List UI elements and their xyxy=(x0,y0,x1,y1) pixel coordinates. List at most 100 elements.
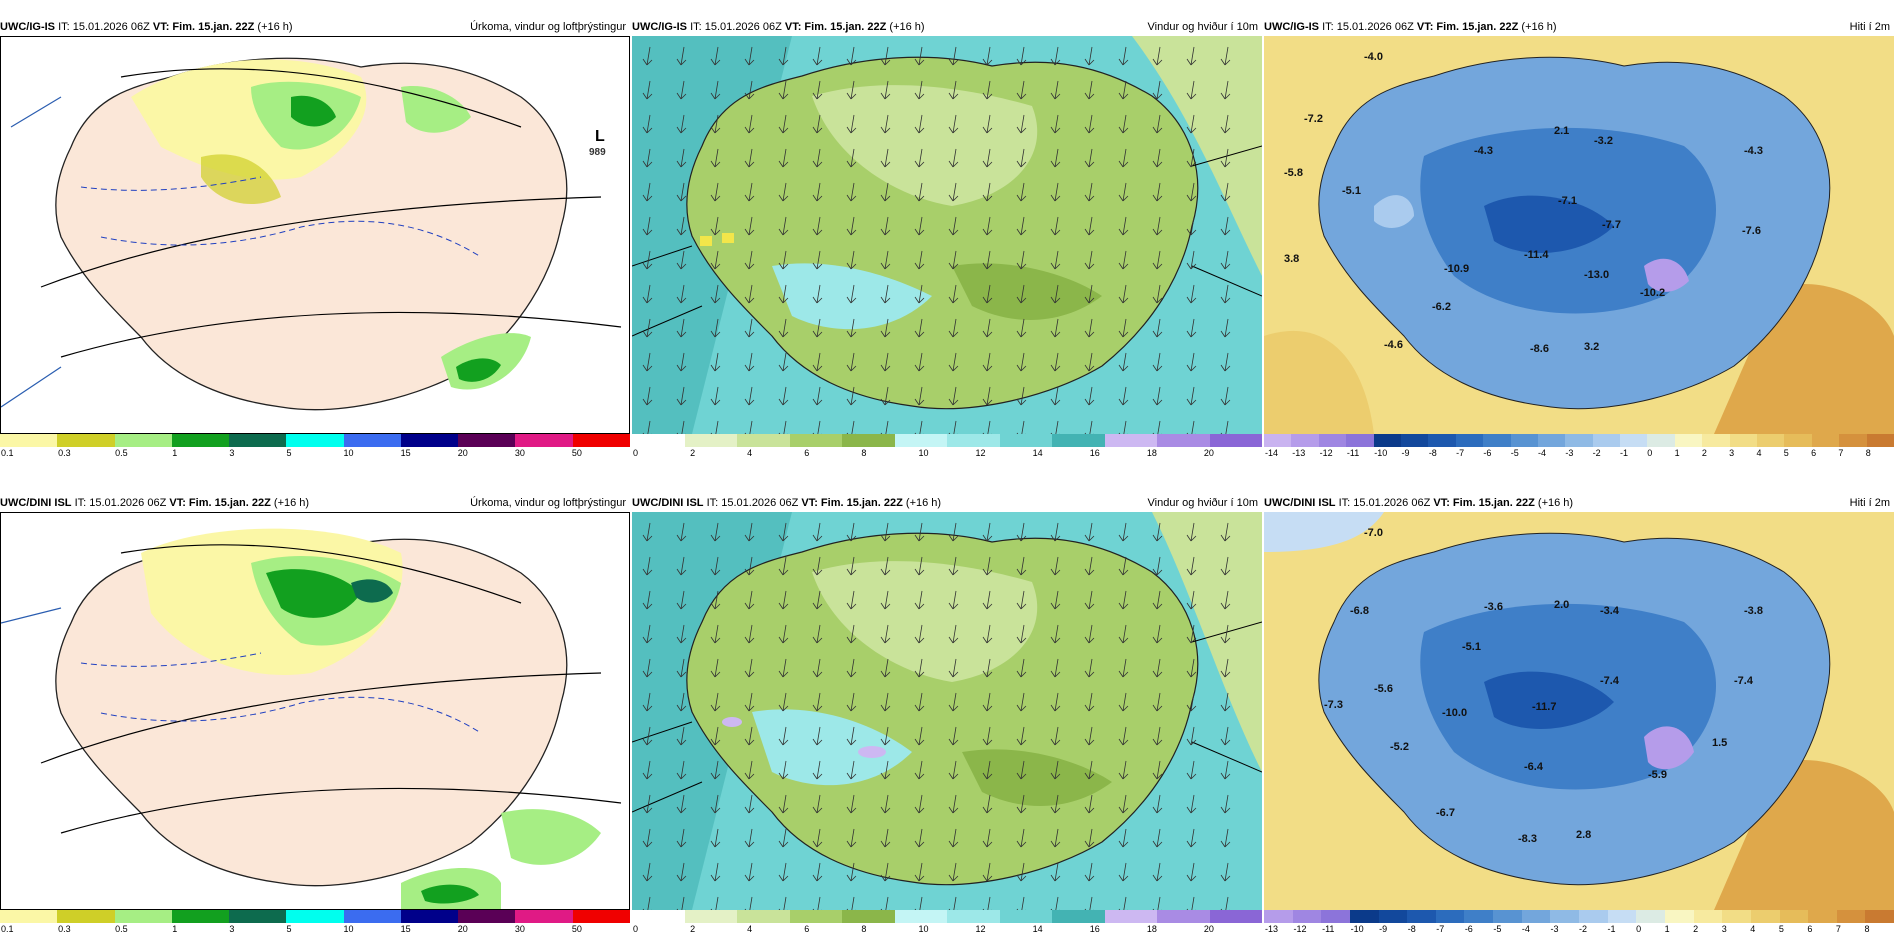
wind-arrow-icon xyxy=(744,114,755,134)
colorbar-tick: 30 xyxy=(514,924,525,934)
colorbar-tick: -11 xyxy=(1346,448,1360,458)
wind-arrow-icon xyxy=(1016,250,1027,270)
wind-arrow-icon xyxy=(812,148,823,168)
model-name: UWC/DINI ISL xyxy=(632,497,704,509)
wind-arrow-icon xyxy=(1016,352,1027,372)
colorbar-tick: 0.5 xyxy=(115,924,128,934)
wind-arrow-icon xyxy=(642,726,653,746)
wind-arrow-icon xyxy=(1016,386,1027,406)
wind-arrow-icon xyxy=(1152,114,1163,134)
colorbar-tick: 0 xyxy=(633,448,639,458)
colorbar-tick: 7 xyxy=(1835,924,1841,934)
wind-arrow-icon xyxy=(1220,692,1231,712)
wind-arrow-icon xyxy=(710,794,721,814)
wind-arrow-icon xyxy=(914,114,925,134)
wind-arrow-icon xyxy=(812,862,823,882)
wind-arrow-icon xyxy=(642,624,653,644)
temperature-label: -5.2 xyxy=(1390,741,1409,753)
wind-arrow-icon xyxy=(744,862,755,882)
wind-arrow-icon xyxy=(1050,46,1061,66)
wind-arrow-icon xyxy=(1152,148,1163,168)
wind-arrow-icon xyxy=(1186,250,1197,270)
temperature-label: -4.0 xyxy=(1364,51,1383,63)
wind-arrow-icon xyxy=(778,590,789,610)
colorbar-tick: 4 xyxy=(747,924,753,934)
wind-arrow-icon xyxy=(880,658,891,678)
colorbar-tick: -12 xyxy=(1319,448,1333,458)
wind-arrow-icon xyxy=(710,182,721,202)
colorbar-tick: -2 xyxy=(1579,924,1588,934)
wind-arrow-icon xyxy=(982,828,993,848)
wind-arrow-icon xyxy=(1186,760,1197,780)
temp-map-svg: -4.0 -7.2 -5.8 -5.1 2.1 -4.3 -3.2 -4.3 -7.1 -7.7 -… xyxy=(1264,36,1894,434)
panel-header: UWC/IG-IS IT: 15.01.2026 06Z VT: Fim. 15… xyxy=(1264,18,1894,36)
colorbar-swatch xyxy=(1104,434,1157,447)
wind-arrow-icon xyxy=(710,46,721,66)
wind-arrow-icon xyxy=(1016,420,1026,434)
wind-arrow-icon xyxy=(1220,386,1231,406)
wind-map xyxy=(632,36,1262,434)
wind-arrow-icon xyxy=(676,590,687,610)
colorbar-tick: 7 xyxy=(1838,448,1844,458)
wind-arrow-icon xyxy=(1084,624,1095,644)
colorbar-swatch xyxy=(1757,434,1785,447)
wind-arrow-icon xyxy=(1084,828,1095,848)
panel-header: UWC/DINI ISL IT: 15.01.2026 06Z VT: Fim.… xyxy=(632,494,1262,512)
colorbar-swatch xyxy=(229,910,287,923)
wind-arrow-icon xyxy=(914,80,925,100)
colorbar-swatch xyxy=(1702,434,1730,447)
colorbar-tick: 4 xyxy=(1756,448,1762,458)
colorbar-tick: 8 xyxy=(861,448,867,458)
wind-arrow-icon xyxy=(1220,182,1231,202)
wind-arrow-icon xyxy=(1118,80,1129,100)
wind-arrow-icon xyxy=(710,556,721,576)
wind-arrow-icon xyxy=(1186,692,1197,712)
wind-arrow-icon xyxy=(1016,794,1027,814)
wind-arrow-icon xyxy=(642,284,653,304)
colorbar-tick: 18 xyxy=(1146,448,1157,458)
colorbar-swatch xyxy=(1537,434,1566,447)
wind-arrow-icon xyxy=(948,182,959,202)
colorbar-tick: 12 xyxy=(975,448,986,458)
wind-arrow-icon xyxy=(880,216,891,236)
wind-arrow-icon xyxy=(642,80,653,100)
wind-arrow-icon xyxy=(710,760,721,780)
wind-arrow-icon xyxy=(1084,216,1095,236)
panel-title: Úrkoma, vindur og loftþrýstingur xyxy=(470,497,626,509)
wind-arrow-icon xyxy=(744,590,755,610)
wind-arrow-icon xyxy=(1016,692,1027,712)
colorbar-tick: -1 xyxy=(1607,924,1616,934)
temperature-label: -3.8 xyxy=(1744,605,1763,617)
colorbar-swatch xyxy=(1811,434,1840,447)
wind-arrow-icon xyxy=(880,760,891,780)
wind-arrow-icon xyxy=(744,692,755,712)
colorbar-tick: 0 xyxy=(1647,448,1653,458)
temperature-label: -10.9 xyxy=(1444,263,1469,275)
colorbar-swatch xyxy=(1839,434,1867,447)
colorbar-swatch xyxy=(1373,434,1401,447)
wind-arrow-icon xyxy=(948,590,959,610)
wind-arrow-icon xyxy=(914,896,924,910)
wind-arrow-icon xyxy=(914,46,925,66)
wind-arrow-icon xyxy=(744,896,754,910)
wind-arrow-icon xyxy=(1118,760,1129,780)
wind-arrow-icon xyxy=(1186,726,1197,746)
wind-arrow-icon xyxy=(1084,182,1095,202)
colorbar-swatch xyxy=(999,910,1052,923)
colorbar-swatch xyxy=(515,910,573,923)
wind-arrow-icon xyxy=(1050,692,1061,712)
wind-arrow-icon xyxy=(1220,624,1231,644)
colorbar-swatch xyxy=(1521,910,1551,923)
colorbar-swatch xyxy=(1620,434,1648,447)
wind-arrow-icon xyxy=(676,80,687,100)
colorbar-tick: -9 xyxy=(1401,448,1410,458)
panel-title: Vindur og hviður í 10m xyxy=(1147,21,1258,33)
wind-arrow-icon xyxy=(1220,318,1231,338)
wind-arrow-icon xyxy=(1016,658,1027,678)
colorbar-tick: 2 xyxy=(690,924,696,934)
colorbar-swatch xyxy=(1693,910,1723,923)
colorbar-swatch xyxy=(1349,910,1379,923)
colorbar-tick: 5 xyxy=(286,924,292,934)
colorbar-swatch xyxy=(572,434,630,447)
wind-arrow-icon xyxy=(744,624,755,644)
